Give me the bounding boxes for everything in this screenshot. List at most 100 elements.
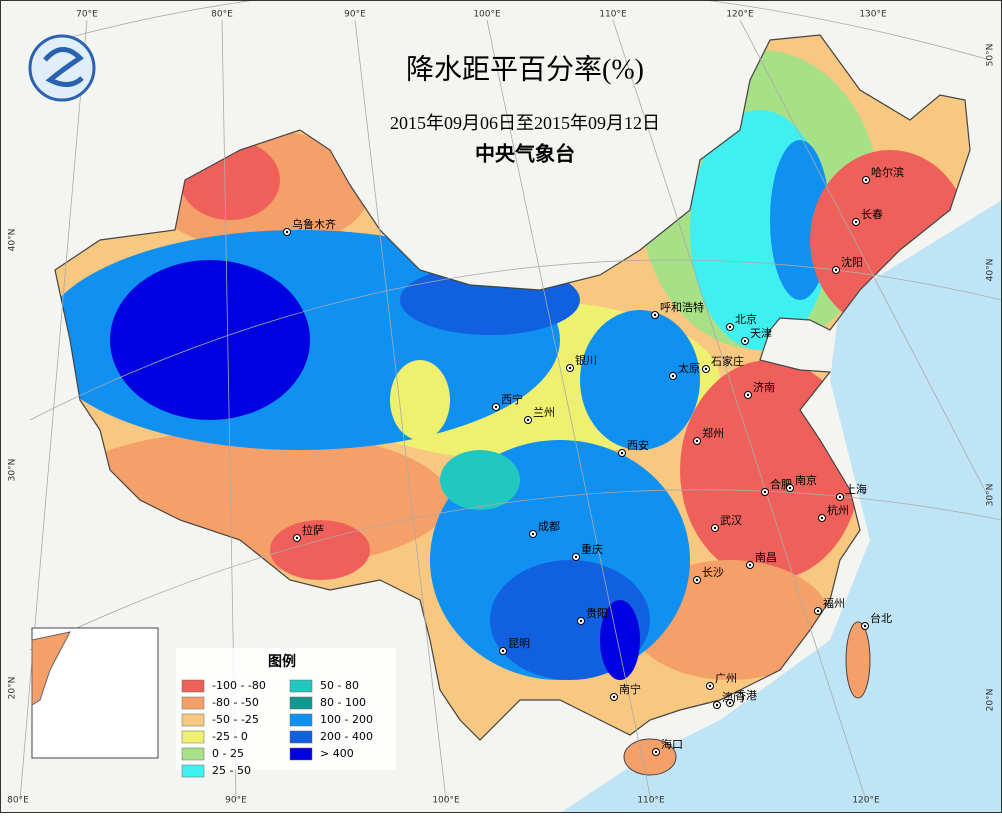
city-dot <box>653 313 657 317</box>
city-label: 呼和浩特 <box>660 300 704 314</box>
legend-label: -100 - -80 <box>212 679 266 692</box>
city-dot <box>816 609 820 613</box>
graticule-label: 30°N <box>8 459 18 482</box>
city-dot <box>695 439 699 443</box>
city-label: 广州 <box>715 672 737 685</box>
city-label: 南宁 <box>619 682 641 696</box>
graticule-label: 120°E <box>852 796 880 806</box>
city-dot <box>854 220 858 224</box>
legend-swatch <box>181 679 205 693</box>
city-dot <box>728 325 732 329</box>
city-label: 昆明 <box>508 637 530 650</box>
city-label: 济南 <box>753 380 775 394</box>
graticule-label: 80°E <box>211 10 233 20</box>
city-label: 兰州 <box>533 406 555 419</box>
sea <box>560 200 1002 813</box>
city-label: 太原 <box>678 362 700 375</box>
city-dot <box>748 563 752 567</box>
city-label: 香港 <box>735 689 757 702</box>
city-dot <box>728 701 732 705</box>
city-label: 贵阳 <box>586 607 608 620</box>
city-label: 西安 <box>627 438 649 452</box>
graticule-label: 90°E <box>225 796 247 806</box>
legend-label: > 400 <box>320 747 354 760</box>
city-dot <box>671 374 675 378</box>
legend-label: -25 - 0 <box>212 730 248 743</box>
city-dot <box>743 339 747 343</box>
legend-box <box>176 648 396 770</box>
legend-label: -80 - -50 <box>212 696 259 709</box>
city-dot <box>708 684 712 688</box>
city-dot <box>695 578 699 582</box>
graticule-label: 20°N <box>8 677 18 700</box>
city-label: 拉萨 <box>302 523 324 537</box>
graticule-label: 20°N <box>986 689 996 712</box>
city-label: 沈阳 <box>841 255 863 269</box>
legend-swatch <box>289 730 313 744</box>
legend-swatch <box>181 696 205 710</box>
city-dot <box>763 490 767 494</box>
inset-land <box>31 631 71 706</box>
legend-label: 0 - 25 <box>212 747 244 760</box>
graticule-label: 110°E <box>599 10 627 20</box>
graticule-label: 120°E <box>726 10 754 20</box>
city-label: 长沙 <box>702 566 724 579</box>
city-dot <box>834 268 838 272</box>
city-dot <box>838 495 842 499</box>
period: 2015年09月06日至2015年09月12日 <box>390 113 660 133</box>
city-label: 南京 <box>795 473 817 487</box>
legend: -100 - -80 -80 - -50 -50 - -25 -25 - 0 0 - 2… <box>181 679 373 778</box>
city-dot <box>864 178 868 182</box>
city-label: 上海 <box>845 482 867 496</box>
graticule-label: 80°E <box>7 796 29 806</box>
city-dot <box>285 230 289 234</box>
city-label: 石家庄 <box>711 354 744 368</box>
city-label: 武汉 <box>720 514 742 527</box>
graticule-label: 70°E <box>76 10 98 20</box>
city-dot <box>574 555 578 559</box>
legend-swatch <box>289 713 313 727</box>
city-label: 福州 <box>823 596 845 610</box>
graticule-label: 110°E <box>637 796 665 806</box>
legend-swatch <box>289 696 313 710</box>
graticule-labels: 70°E 80°E 90°E 100°E 110°E 120°E 130°E 40°N 30°N… <box>7 10 995 806</box>
city-label: 杭州 <box>827 503 849 517</box>
logo-mark <box>43 47 84 87</box>
legend-title: 图例 <box>268 653 296 670</box>
legend-label: 200 - 400 <box>320 730 373 743</box>
city-label: 台北 <box>870 611 892 625</box>
city-dot <box>620 451 624 455</box>
graticule-label: 130°E <box>859 10 887 20</box>
graticule-label: 90°E <box>344 10 366 20</box>
graticule-label: 40°N <box>8 229 18 252</box>
city-dot <box>820 516 824 520</box>
legend-label: -50 - -25 <box>212 713 259 726</box>
city-label: 西宁 <box>501 392 523 406</box>
city-dot <box>713 526 717 530</box>
legend-swatch <box>181 713 205 727</box>
city-dot <box>494 405 498 409</box>
city-dot <box>704 367 708 371</box>
city-dot <box>654 750 658 754</box>
legend-swatch <box>289 679 313 693</box>
title: 降水距平百分率(%) <box>406 53 644 85</box>
graticule-label: 30°N <box>986 484 996 507</box>
city-dot <box>501 649 505 653</box>
city-label: 郑州 <box>702 426 724 440</box>
city-label: 海口 <box>661 737 683 751</box>
legend-label: 50 - 80 <box>320 679 359 692</box>
graticule-label: 100°E <box>432 796 460 806</box>
agency: 中央气象台 <box>475 142 575 166</box>
city-dot <box>746 393 750 397</box>
city-label: 南昌 <box>755 551 777 564</box>
legend-swatch <box>181 730 205 744</box>
city-dot <box>788 486 792 490</box>
city-label: 北京 <box>735 312 757 326</box>
city-dot <box>715 703 719 707</box>
city-label: 天津 <box>750 327 772 340</box>
city-label: 哈尔滨 <box>871 165 904 179</box>
city-dot <box>526 418 530 422</box>
